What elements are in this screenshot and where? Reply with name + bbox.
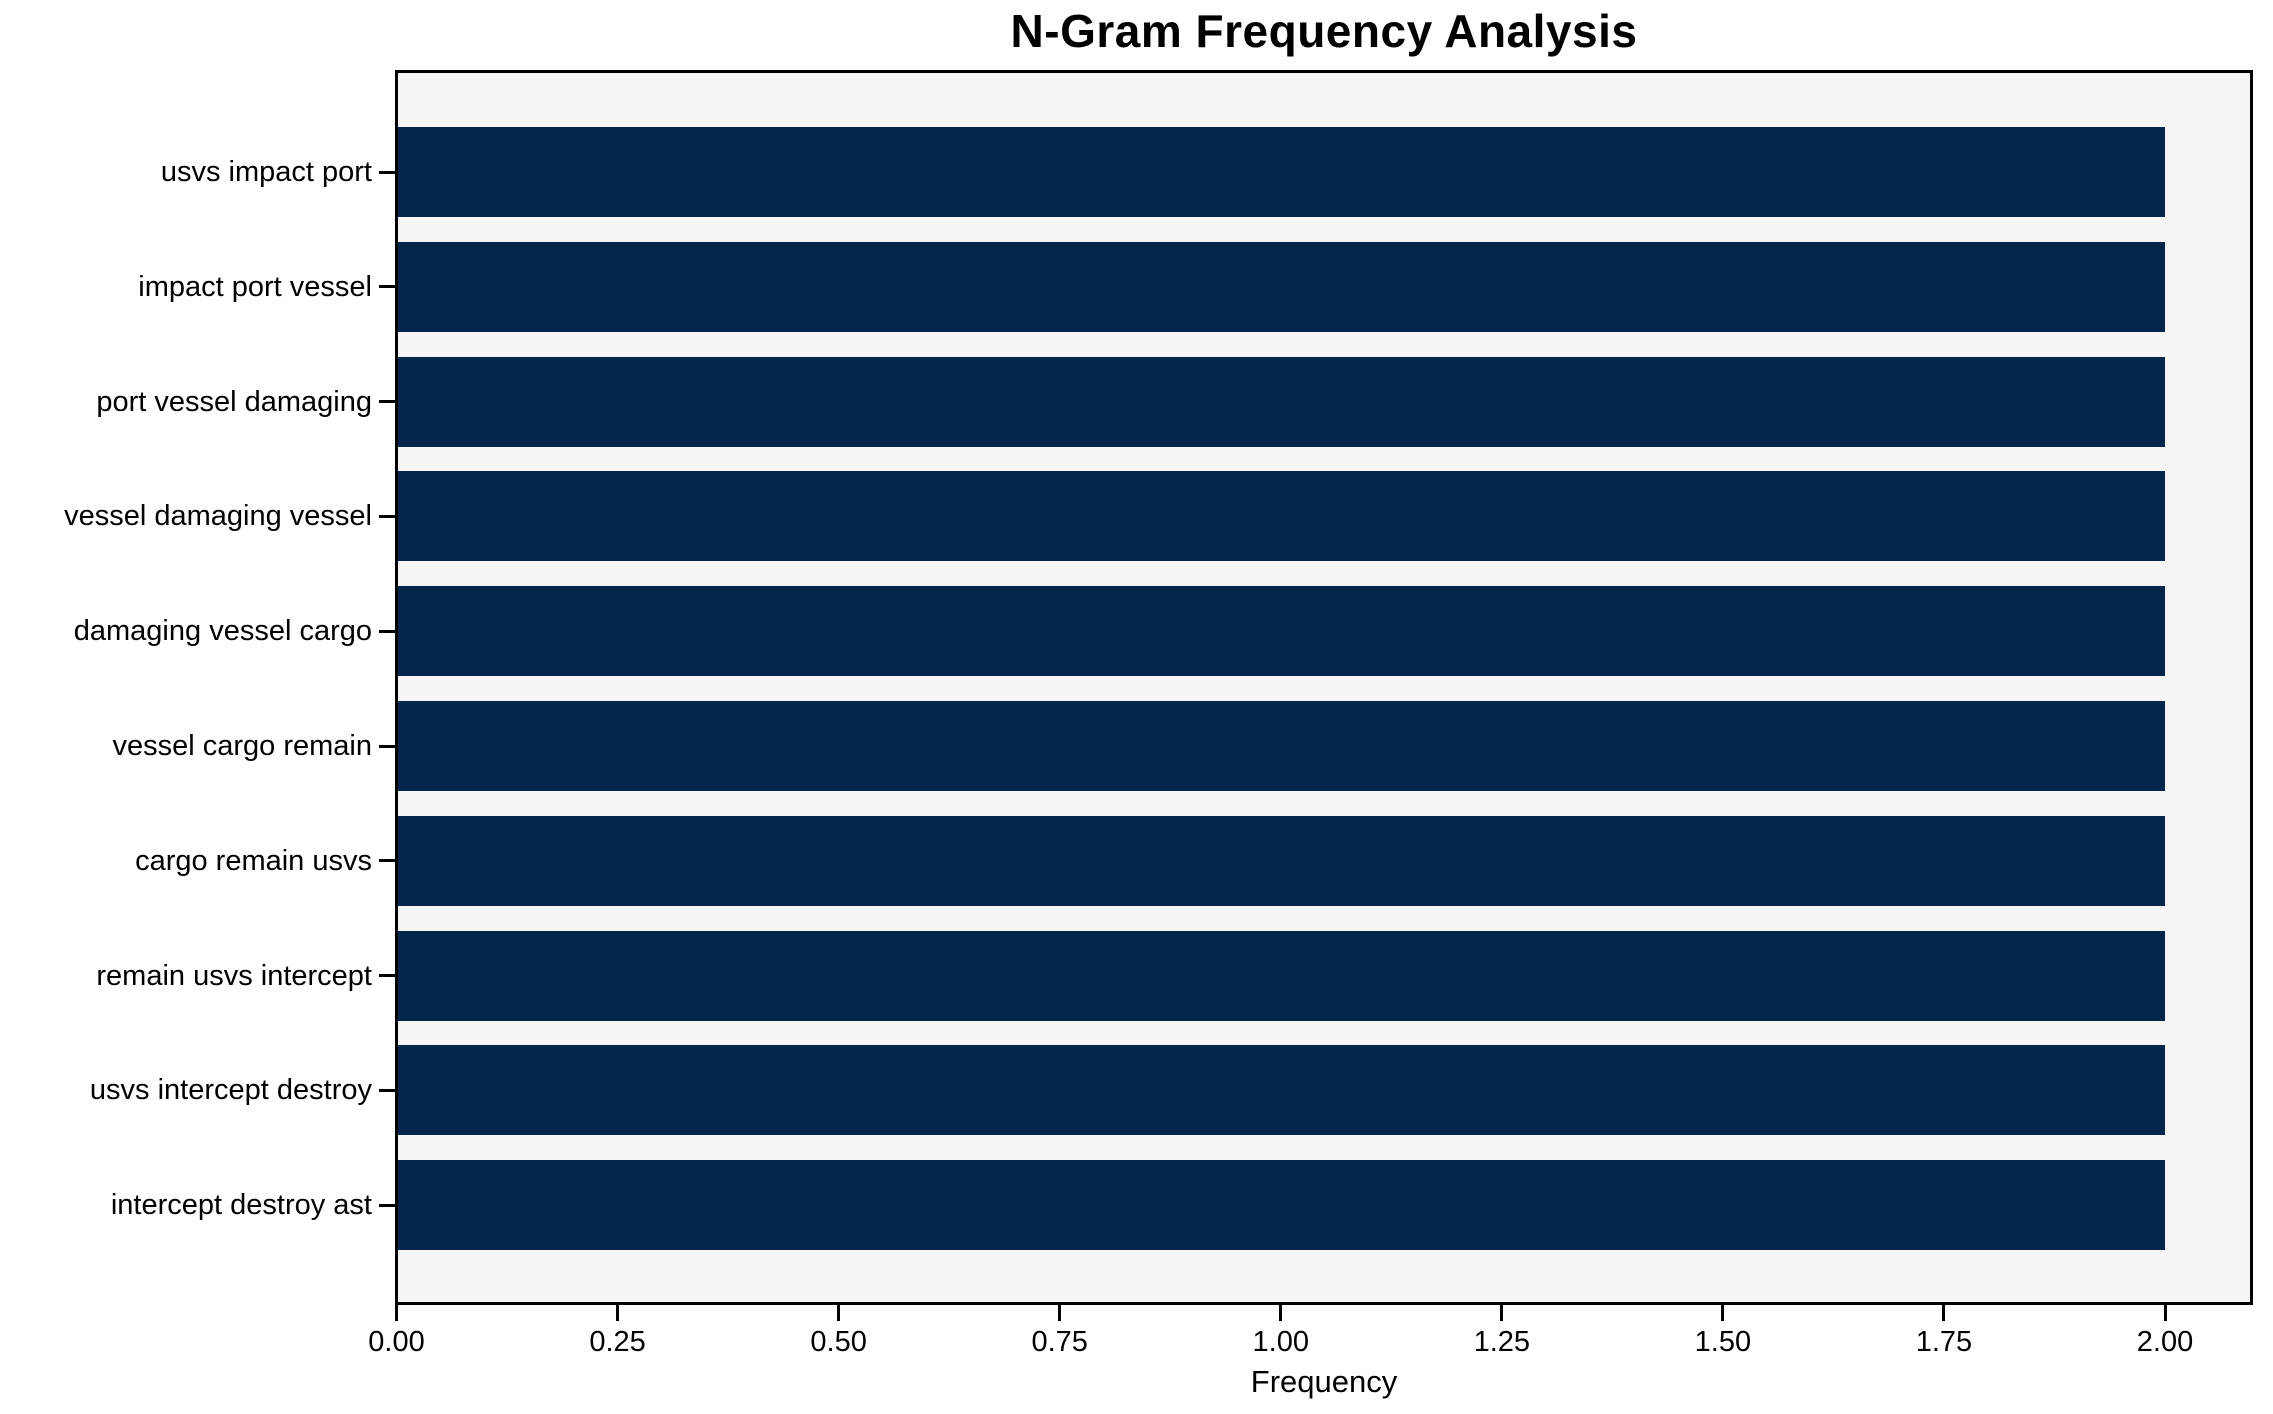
x-tick-label: 0.00: [368, 1326, 425, 1358]
y-tick-label: port vessel damaging: [96, 385, 372, 418]
y-tick-mark: [379, 1203, 395, 1207]
plot-area: [395, 70, 2253, 1305]
x-tick-label: 1.00: [1252, 1326, 1309, 1358]
y-tick-label: remain usvs intercept: [96, 959, 372, 992]
bar: [398, 127, 2165, 217]
bar: [398, 586, 2165, 677]
y-tick-label: usvs intercept destroy: [89, 1074, 372, 1107]
y-tick-label: damaging vessel cargo: [73, 615, 372, 648]
y-tick-mark: [379, 859, 395, 863]
x-tick-mark: [616, 1305, 620, 1321]
x-tick-label: 1.25: [1473, 1326, 1531, 1358]
x-tick-label: 1.50: [1694, 1326, 1752, 1358]
y-tick-label: vessel damaging vessel: [64, 500, 372, 533]
bar: [398, 471, 2165, 562]
x-tick-mark: [395, 1305, 398, 1321]
bar: [398, 701, 2165, 791]
x-tick-mark: [1500, 1305, 1504, 1321]
y-tick-mark: [379, 744, 395, 748]
y-tick-label: impact port vessel: [138, 270, 372, 303]
bar: [398, 815, 2165, 906]
y-tick-mark: [379, 285, 395, 289]
y-tick-label: intercept destroy ast: [110, 1189, 372, 1222]
x-tick-label: 2.00: [2136, 1326, 2194, 1358]
bar: [398, 356, 2165, 447]
x-tick-mark: [1942, 1305, 1946, 1321]
chart-title: N-Gram Frequency Analysis: [1010, 5, 1638, 57]
y-tick-mark: [379, 400, 395, 404]
bar: [398, 930, 2165, 1021]
y-tick-mark: [379, 1088, 395, 1092]
y-tick-label: cargo remain usvs: [135, 844, 372, 877]
x-axis-label: Frequency: [1250, 1364, 1398, 1399]
bar: [398, 1045, 2165, 1136]
x-tick-mark: [2163, 1305, 2167, 1321]
bar: [398, 241, 2165, 332]
x-tick-label: 0.75: [1031, 1326, 1088, 1358]
x-tick-label: 0.50: [810, 1326, 867, 1358]
x-tick-label: 1.75: [1915, 1326, 1973, 1358]
bar: [398, 1160, 2165, 1251]
y-tick-mark: [379, 514, 395, 518]
x-tick-label: 0.25: [589, 1326, 646, 1358]
x-tick-mark: [1058, 1305, 1062, 1321]
y-tick-mark: [379, 974, 395, 978]
x-tick-mark: [1721, 1305, 1725, 1321]
x-tick-mark: [837, 1305, 841, 1321]
y-tick-label: vessel cargo remain: [112, 730, 373, 762]
x-tick-mark: [1279, 1305, 1283, 1321]
y-tick-label: usvs impact port: [160, 156, 372, 188]
y-tick-mark: [379, 629, 395, 633]
y-tick-mark: [379, 170, 395, 174]
